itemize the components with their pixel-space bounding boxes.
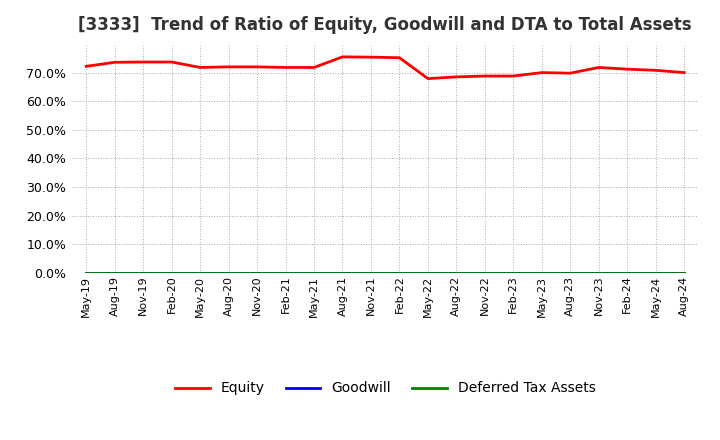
Deferred Tax Assets — [395, 270, 404, 275]
Goodwill — [282, 270, 290, 275]
Goodwill — [338, 270, 347, 275]
Goodwill — [566, 270, 575, 275]
Legend: Equity, Goodwill, Deferred Tax Assets: Equity, Goodwill, Deferred Tax Assets — [169, 376, 601, 401]
Equity — [253, 64, 261, 70]
Goodwill — [423, 270, 432, 275]
Equity — [595, 65, 603, 70]
Equity — [282, 65, 290, 70]
Goodwill — [652, 270, 660, 275]
Line: Equity: Equity — [86, 57, 684, 79]
Equity — [167, 59, 176, 65]
Deferred Tax Assets — [566, 270, 575, 275]
Deferred Tax Assets — [595, 270, 603, 275]
Deferred Tax Assets — [110, 270, 119, 275]
Deferred Tax Assets — [652, 270, 660, 275]
Deferred Tax Assets — [167, 270, 176, 275]
Title: [3333]  Trend of Ratio of Equity, Goodwill and DTA to Total Assets: [3333] Trend of Ratio of Equity, Goodwil… — [78, 16, 692, 34]
Deferred Tax Assets — [282, 270, 290, 275]
Goodwill — [395, 270, 404, 275]
Equity — [395, 55, 404, 60]
Goodwill — [537, 270, 546, 275]
Equity — [366, 55, 375, 60]
Deferred Tax Assets — [338, 270, 347, 275]
Goodwill — [110, 270, 119, 275]
Goodwill — [509, 270, 518, 275]
Equity — [566, 70, 575, 76]
Goodwill — [595, 270, 603, 275]
Deferred Tax Assets — [509, 270, 518, 275]
Equity — [225, 64, 233, 70]
Goodwill — [623, 270, 631, 275]
Equity — [338, 54, 347, 59]
Equity — [82, 64, 91, 69]
Goodwill — [366, 270, 375, 275]
Equity — [110, 60, 119, 65]
Deferred Tax Assets — [452, 270, 461, 275]
Deferred Tax Assets — [366, 270, 375, 275]
Deferred Tax Assets — [680, 270, 688, 275]
Equity — [139, 59, 148, 65]
Deferred Tax Assets — [423, 270, 432, 275]
Goodwill — [196, 270, 204, 275]
Equity — [537, 70, 546, 75]
Equity — [196, 65, 204, 70]
Equity — [652, 68, 660, 73]
Equity — [423, 76, 432, 81]
Goodwill — [139, 270, 148, 275]
Goodwill — [82, 270, 91, 275]
Deferred Tax Assets — [537, 270, 546, 275]
Equity — [310, 65, 318, 70]
Deferred Tax Assets — [310, 270, 318, 275]
Deferred Tax Assets — [480, 270, 489, 275]
Goodwill — [167, 270, 176, 275]
Equity — [509, 73, 518, 79]
Equity — [680, 70, 688, 75]
Goodwill — [452, 270, 461, 275]
Equity — [480, 73, 489, 79]
Deferred Tax Assets — [623, 270, 631, 275]
Goodwill — [480, 270, 489, 275]
Deferred Tax Assets — [196, 270, 204, 275]
Goodwill — [225, 270, 233, 275]
Goodwill — [253, 270, 261, 275]
Goodwill — [310, 270, 318, 275]
Equity — [452, 74, 461, 80]
Deferred Tax Assets — [139, 270, 148, 275]
Equity — [623, 66, 631, 72]
Deferred Tax Assets — [253, 270, 261, 275]
Deferred Tax Assets — [225, 270, 233, 275]
Goodwill — [680, 270, 688, 275]
Deferred Tax Assets — [82, 270, 91, 275]
